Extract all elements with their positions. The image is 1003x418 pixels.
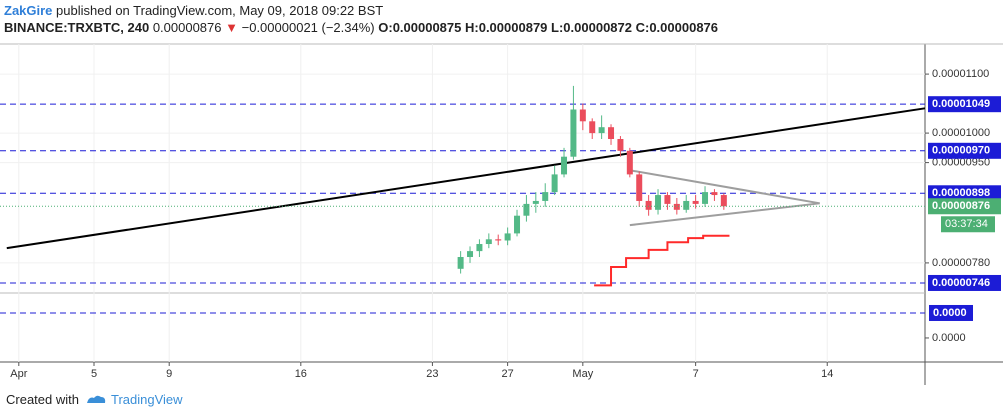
level-label-bg [928,185,1001,202]
x-tick-label: 16 [295,368,307,380]
trend-line [594,234,730,287]
x-tick-label: 5 [91,368,97,380]
header-line: BINANCE:TRXBTC, 240 0.00000876 ▼ −0.0000… [4,19,718,36]
chart-bg [0,44,1003,385]
brand-logo [86,395,106,403]
ohlc: L:0.00000872 [551,20,632,35]
published: published on TradingView.com, May 09, 20… [56,3,384,18]
brand-text: TradingView [110,392,183,407]
level-label: 0.00001049 [932,98,990,110]
brand[interactable]: TradingView [85,392,183,407]
candle-body [561,156,568,175]
candle-body [608,127,615,139]
last: 0.00000876 [152,20,222,35]
level-label: 0.0000 [933,307,967,319]
candle-body [495,239,502,241]
x-tick-label: 23 [426,368,438,380]
candle-body [532,200,539,204]
footer: Created with TradingView [6,392,183,407]
candle-body [673,203,680,210]
countdown-bg [941,216,995,233]
x-tick-label: 7 [693,368,699,380]
arrow: ▼ [225,20,238,35]
candle-body [645,200,652,210]
candle-body [570,109,577,157]
symbol: BINANCE:TRXBTC, 240 [4,20,150,35]
candle-body [617,138,624,151]
ohlc: C:0.00000876 [635,20,719,35]
candle-body [589,121,596,134]
ohlc: H:0.00000879 [465,20,548,35]
x-tick-label: 14 [821,368,833,380]
x-tick-label: May [572,368,593,380]
trend-line [629,202,820,227]
x-tick-label: 9 [166,368,172,380]
level-label-bg [928,142,1001,159]
last-price-bg [928,198,1001,215]
x-tick-label: Apr [10,368,27,380]
author[interactable]: ZakGire [4,3,53,18]
header: ZakGire published on TradingView.com, Ma… [4,2,718,36]
level-label: 0.00000746 [932,277,990,289]
candle-body [523,203,530,216]
trend-line [6,107,926,250]
ohlc: O:0.00000875 [378,20,462,35]
candle-body [692,200,699,204]
level-label-bg [928,96,1001,113]
candle-body [711,192,718,196]
x-tick-label: 27 [501,368,513,380]
candle-body [476,244,483,252]
footer-text: Created with [6,392,79,407]
candle-body [664,195,671,204]
candle-body [579,109,586,122]
candle-body [655,195,662,210]
countdown: 03:37:34 [945,218,988,230]
candle-body [683,200,690,210]
candle-body [720,195,727,207]
candle-body [457,257,464,269]
candle-body [598,127,605,134]
candle-body [551,174,558,193]
y-tick-label: 0.0000 [932,332,966,344]
y-tick-label: 0.00000780 [932,257,990,269]
candle-body [467,251,474,258]
level-label-bg [929,304,973,321]
candle-body [702,192,709,204]
last-price-label: 0.00000876 [932,200,990,212]
y-tick-label: 0.00001100 [932,68,989,80]
level-label-bg [928,274,1001,291]
level-label: 0.00000970 [932,145,990,157]
chart: Apr 5 9 16 23 27 May 7 14 0.00001100 0.00001000 0.0… [0,43,1003,385]
change: −0.00000021 (−2.34%) [241,20,375,35]
trend-line [629,169,820,205]
header-line: ZakGire published on TradingView.com, Ma… [4,2,718,19]
y-tick-label: 0.00000950 [932,157,990,169]
candle-body [504,233,511,241]
candle-body [514,215,521,234]
y-tick-label: 0.00001000 [932,127,990,139]
candle-body [626,150,633,175]
candle-body [636,174,643,201]
candle-body [542,192,549,201]
level-label: 0.00000898 [932,187,990,199]
candle-body [485,239,492,245]
